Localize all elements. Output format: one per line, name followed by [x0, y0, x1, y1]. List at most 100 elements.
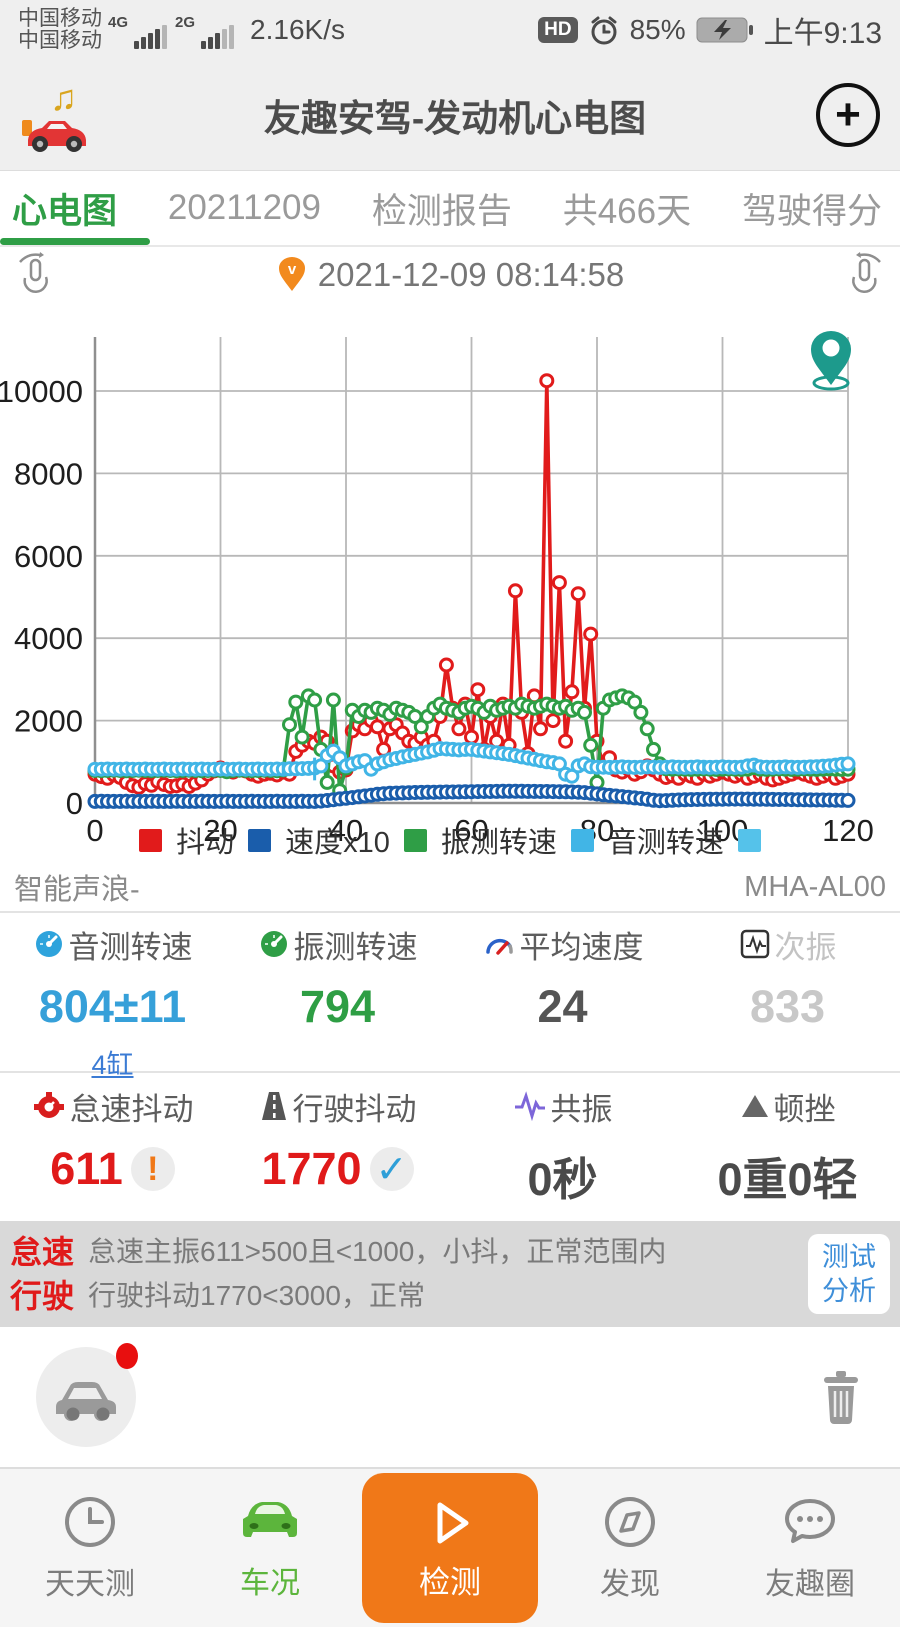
play-icon: [437, 1502, 469, 1543]
waveform-box-icon: [740, 929, 769, 959]
status-bar: 中国移动 中国移动 4G 2G 2.16K/s HD 85% 上午9:13: [0, 0, 900, 60]
nav-discover[interactable]: 发现: [540, 1469, 720, 1627]
battery-percent: 85%: [629, 14, 686, 45]
idle-shake-value: 611 !: [50, 1143, 175, 1195]
device-model: MHA-AL00: [744, 870, 886, 903]
map-pin-icon[interactable]: [800, 325, 862, 395]
tab-ecg[interactable]: 心电图: [12, 191, 118, 231]
svg-text:♫: ♫: [50, 77, 77, 118]
title-bar: ♫ 友趣安驾-发动机心电图 +: [0, 60, 900, 171]
idle-diagnosis: 怠速主振611>500且<1000，小抖，正常范围内: [88, 1236, 667, 1267]
svg-text:2000: 2000: [14, 704, 83, 739]
carrier-2: 中国移动: [18, 29, 102, 52]
drive-shake-header: 行驶抖动: [259, 1083, 417, 1129]
audio-rpm-header: 音测转速: [33, 921, 193, 967]
jerk-value: 0重0轻: [717, 1154, 858, 1205]
date-row: v 2021-12-09 08:14:58: [0, 247, 900, 303]
tab-bar: 心电图 20211209 检测报告 共466天 驾驶得分: [0, 171, 900, 247]
chat-bubble-icon: [785, 1499, 835, 1543]
cylinder-link[interactable]: 4缸: [91, 1050, 134, 1080]
vehicle-row: [0, 1327, 900, 1467]
nav-detect[interactable]: 检测: [360, 1469, 540, 1627]
svg-text:120: 120: [822, 813, 874, 848]
race-car-music-logo-icon: ♫: [22, 77, 86, 152]
idle-shake-header: 怠速抖动: [32, 1083, 194, 1129]
clock-icon: [65, 1497, 115, 1547]
tab-driving-score[interactable]: 驾驶得分: [741, 191, 882, 231]
legend-swatch: [139, 828, 163, 852]
svg-text:0: 0: [86, 813, 103, 848]
speedometer-icon: [485, 938, 513, 955]
add-button[interactable]: +: [816, 83, 880, 147]
carrier-1: 中国移动: [18, 7, 102, 30]
active-tab-underline: [0, 238, 150, 245]
svg-text:8000: 8000: [14, 456, 83, 491]
alarm-clock-icon: [591, 16, 617, 45]
net-4g-label: 4G: [108, 13, 129, 31]
nav-vehicle-status[interactable]: 车况: [180, 1469, 360, 1627]
svg-text:6000: 6000: [14, 539, 83, 574]
orange-pin-icon: v: [278, 257, 305, 291]
svg-text:4000: 4000: [14, 621, 83, 656]
carrier-labels: 中国移动 中国移动: [18, 8, 102, 52]
tab-report[interactable]: 检测报告: [371, 191, 512, 231]
secondary-vib-header: 次振: [739, 921, 837, 967]
car-side-icon: [56, 1382, 116, 1421]
drive-shake-value: 1770 ✓: [261, 1143, 414, 1195]
svg-text:v: v: [288, 261, 297, 278]
network-speed: 2.16K/s: [250, 14, 345, 45]
avg-speed-header: 平均速度: [482, 921, 644, 967]
resonance-value: 0秒: [527, 1154, 598, 1205]
tab-total-days[interactable]: 共466天: [562, 191, 692, 231]
legend-swatch: [403, 828, 427, 852]
signal-bars-icon: [134, 25, 168, 49]
legend-label: 振测转速: [440, 827, 557, 859]
signal-bars-icon-2: [201, 25, 235, 49]
drive-diagnosis: 行驶抖动1770<3000，正常: [88, 1280, 425, 1311]
resonance-wave-icon: [514, 1091, 545, 1121]
svg-text:40: 40: [329, 813, 363, 848]
vib-rpm-header: 振测转速: [258, 921, 418, 967]
stats-row-rpm: 音测转速 804±11 4缸 振测转速 794: [0, 913, 900, 1080]
swipe-right-hand-icon[interactable]: [842, 250, 888, 300]
compass-icon: [605, 1497, 655, 1547]
svg-text:10000: 10000: [0, 374, 83, 409]
check-badge: ✓: [369, 1147, 414, 1191]
audio-rpm-value: 804±11: [38, 981, 187, 1032]
warning-badge: !: [130, 1147, 175, 1191]
legend-label: 速度x10: [285, 827, 390, 859]
legend-label: 抖动: [176, 827, 235, 859]
audio-gauge-icon: [35, 931, 62, 957]
drive-tag: 行驶: [10, 1278, 75, 1314]
trash-icon[interactable]: [818, 1369, 864, 1425]
page-title: 友趣安驾-发动机心电图: [263, 98, 647, 139]
battery-charging-icon: [696, 17, 753, 43]
resonance-header: 共振: [513, 1083, 613, 1129]
net-2g-label: 2G: [175, 13, 196, 31]
tab-date[interactable]: 20211209: [167, 188, 321, 227]
test-analysis-button[interactable]: 测试 分析: [808, 1234, 890, 1314]
diagnosis-box: 怠速 行驶 怠速主振611>500且<1000，小抖，正常范围内 行驶抖动177…: [0, 1221, 900, 1327]
engine-icon: [33, 1092, 64, 1118]
swipe-left-hand-icon[interactable]: [12, 250, 58, 300]
green-car-icon: [243, 1502, 297, 1537]
sound-wave-label: 智能声浪-: [14, 874, 140, 906]
avg-speed-value: 24: [537, 981, 588, 1032]
engine-ecg-chart[interactable]: 0 2000 4000 6000 8000 10000 0 20 40 60 80 100 120 抖动…: [0, 303, 900, 863]
secondary-vib-value: 833: [749, 981, 826, 1032]
notification-dot: [116, 1343, 138, 1369]
idle-tag: 怠速: [10, 1234, 75, 1270]
record-datetime[interactable]: 2021-12-09 08:14:58: [317, 256, 625, 293]
nav-community[interactable]: 友趣圈: [720, 1469, 900, 1627]
chart-legend: 抖动 速度x10 振测转速 音测转速: [0, 819, 900, 861]
hd-icon: HD: [538, 17, 578, 43]
road-icon: [261, 1092, 286, 1120]
vib-rpm-value: 794: [299, 981, 376, 1032]
nav-daily-test[interactable]: 天天测: [0, 1469, 180, 1627]
svg-text:60: 60: [454, 813, 488, 848]
brand-row: 智能声浪- MHA-AL00: [0, 863, 900, 913]
jerk-header: 顿挫: [740, 1083, 836, 1129]
vehicle-avatar[interactable]: [36, 1343, 138, 1447]
svg-text:0: 0: [66, 786, 83, 821]
